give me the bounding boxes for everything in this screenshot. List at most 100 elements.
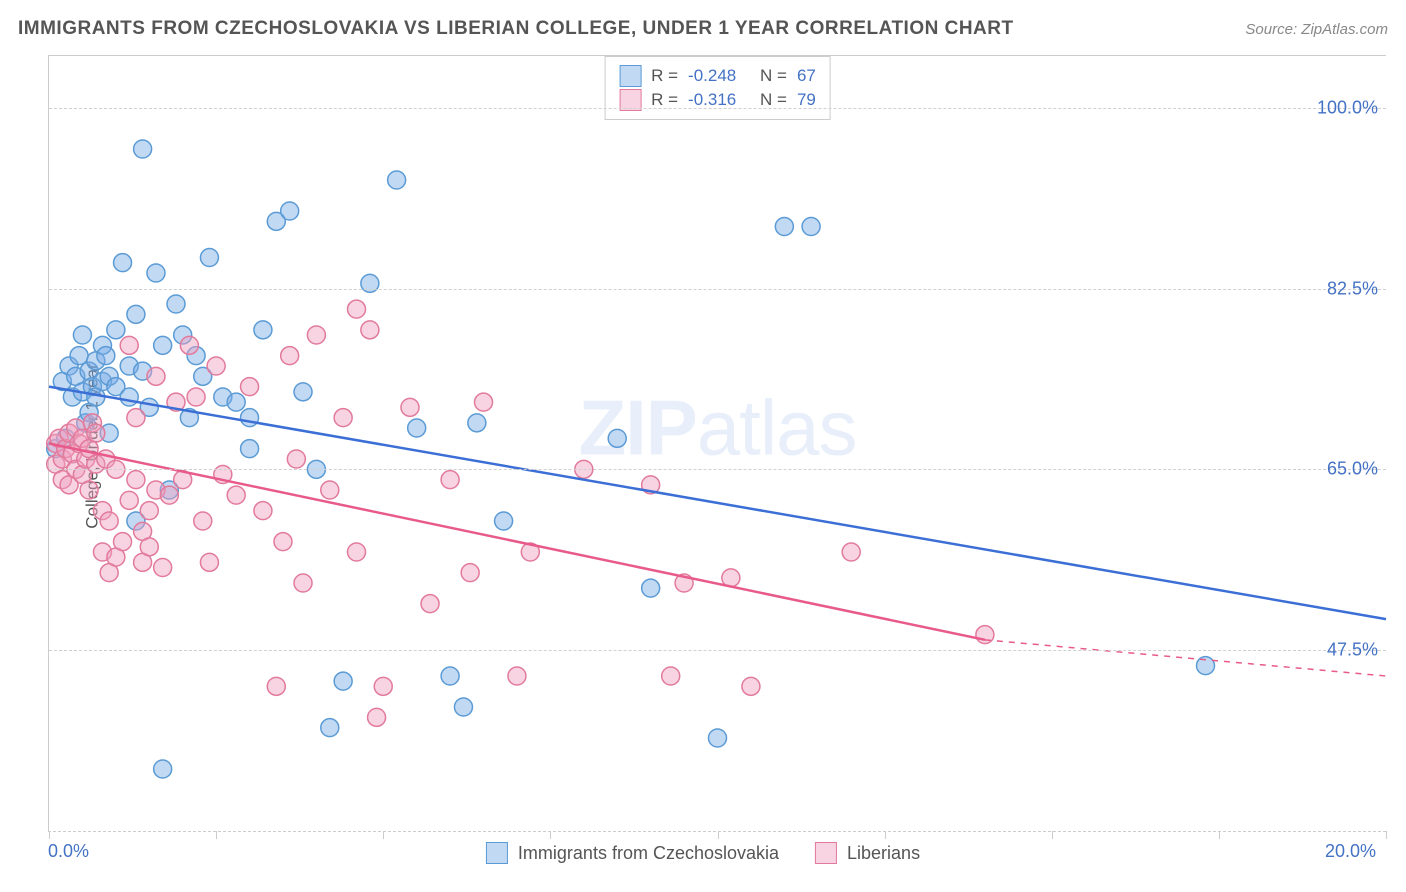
- data-point: [254, 502, 272, 520]
- data-point: [802, 218, 820, 236]
- data-point: [608, 429, 626, 447]
- data-point: [495, 512, 513, 530]
- data-point: [321, 719, 339, 737]
- data-point: [227, 393, 245, 411]
- series-legend: Immigrants from Czechoslovakia Liberians: [486, 842, 920, 864]
- data-point: [461, 564, 479, 582]
- data-point: [120, 491, 138, 509]
- n-value: 67: [797, 66, 816, 86]
- data-point: [200, 553, 218, 571]
- data-point: [388, 171, 406, 189]
- data-point: [97, 347, 115, 365]
- legend-item: Liberians: [815, 842, 920, 864]
- y-tick-label: 100.0%: [1317, 97, 1378, 118]
- data-point: [154, 559, 172, 577]
- data-point: [207, 357, 225, 375]
- x-tick: [1386, 831, 1387, 839]
- data-point: [120, 388, 138, 406]
- data-point: [127, 409, 145, 427]
- legend-swatch: [815, 842, 837, 864]
- data-point: [107, 321, 125, 339]
- legend-item: Immigrants from Czechoslovakia: [486, 842, 779, 864]
- data-point: [334, 409, 352, 427]
- data-point: [307, 326, 325, 344]
- data-point: [709, 729, 727, 747]
- data-point: [475, 393, 493, 411]
- data-point: [194, 512, 212, 530]
- data-point: [167, 295, 185, 313]
- chart-title: IMMIGRANTS FROM CZECHOSLOVAKIA VS LIBERI…: [18, 18, 1014, 40]
- data-point: [334, 672, 352, 690]
- gridline-h: [49, 289, 1386, 290]
- source-link[interactable]: ZipAtlas.com: [1301, 21, 1388, 38]
- data-point: [348, 543, 366, 561]
- data-point: [120, 336, 138, 354]
- data-point: [160, 486, 178, 504]
- data-point: [742, 677, 760, 695]
- data-point: [374, 677, 392, 695]
- x-tick: [1219, 831, 1220, 839]
- legend-swatch: [619, 65, 641, 87]
- data-point: [80, 481, 98, 499]
- r-label: R =: [651, 66, 678, 86]
- data-point: [227, 486, 245, 504]
- data-point: [180, 336, 198, 354]
- data-point: [842, 543, 860, 561]
- chart-plot-area: ZIPatlas R =-0.248N =67R =-0.316N =79 47…: [48, 55, 1386, 832]
- x-tick: [550, 831, 551, 839]
- x-tick: [216, 831, 217, 839]
- r-value: -0.248: [688, 66, 750, 86]
- data-point: [187, 388, 205, 406]
- data-point: [147, 264, 165, 282]
- data-point: [421, 595, 439, 613]
- data-point: [454, 698, 472, 716]
- data-point: [254, 321, 272, 339]
- scatter-plot-svg: [49, 56, 1386, 831]
- data-point: [134, 140, 152, 158]
- gridline-h: [49, 650, 1386, 651]
- data-point: [140, 538, 158, 556]
- x-tick: [383, 831, 384, 839]
- series-name: Immigrants from Czechoslovakia: [518, 843, 779, 864]
- x-tick: [1052, 831, 1053, 839]
- data-point: [401, 398, 419, 416]
- data-point: [281, 347, 299, 365]
- source-prefix: Source:: [1245, 21, 1301, 38]
- data-point: [267, 677, 285, 695]
- data-point: [127, 471, 145, 489]
- data-point: [287, 450, 305, 468]
- regression-line-dash: [985, 640, 1386, 676]
- data-point: [241, 440, 259, 458]
- data-point: [976, 626, 994, 644]
- data-point: [87, 424, 105, 442]
- x-tick: [885, 831, 886, 839]
- x-tick: [718, 831, 719, 839]
- data-point: [408, 419, 426, 437]
- data-point: [441, 667, 459, 685]
- data-point: [200, 249, 218, 267]
- data-point: [241, 409, 259, 427]
- data-point: [241, 378, 259, 396]
- gridline-h: [49, 469, 1386, 470]
- data-point: [294, 574, 312, 592]
- y-tick-label: 65.0%: [1327, 459, 1378, 480]
- data-point: [348, 300, 366, 318]
- data-point: [508, 667, 526, 685]
- data-point: [368, 708, 386, 726]
- gridline-h: [49, 108, 1386, 109]
- x-tick: [49, 831, 50, 839]
- y-tick-label: 82.5%: [1327, 278, 1378, 299]
- correlation-legend: R =-0.248N =67R =-0.316N =79: [604, 56, 831, 120]
- x-tick-label: 20.0%: [1325, 841, 1376, 862]
- data-point: [662, 667, 680, 685]
- data-point: [281, 202, 299, 220]
- data-point: [441, 471, 459, 489]
- data-point: [642, 579, 660, 597]
- data-point: [73, 326, 91, 344]
- data-point: [361, 321, 379, 339]
- data-point: [140, 502, 158, 520]
- data-point: [274, 533, 292, 551]
- x-tick-label: 0.0%: [48, 841, 89, 862]
- legend-swatch: [486, 842, 508, 864]
- data-point: [321, 481, 339, 499]
